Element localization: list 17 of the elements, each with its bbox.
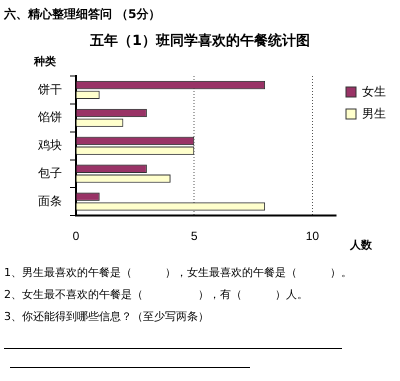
x-axis-title: 人数 [349, 238, 373, 252]
y-tick-label: 面条 [38, 194, 62, 208]
text: 3、你还能得到哪些信息？（至少写两条） [4, 309, 210, 325]
y-tick-label: 包子 [38, 166, 62, 180]
text: 2、女生最不喜欢的午餐是（ ），有（ ）人。 [4, 287, 309, 303]
y-tick-label: 饼干 [37, 82, 62, 96]
x-tick-label: 5 [190, 229, 198, 244]
legend-label: 男生 [362, 106, 386, 120]
y-tick-label: 馅饼 [37, 110, 62, 124]
y-tick-label: 鸡块 [37, 138, 62, 152]
text: 1、男生最喜欢的午餐是（ ），女生最喜欢的午餐是（ ）。 [4, 265, 352, 281]
y-axis-title: 种类 [33, 55, 56, 68]
x-tick-label: 10 [306, 229, 320, 244]
text: 六、精心整理细答问 （5分） [4, 6, 161, 23]
legend-label: 女生 [362, 84, 386, 98]
x-tick-label: 0 [72, 229, 80, 244]
chart-title: 五年（1）班同学喜欢的午餐统计图 [89, 32, 311, 50]
